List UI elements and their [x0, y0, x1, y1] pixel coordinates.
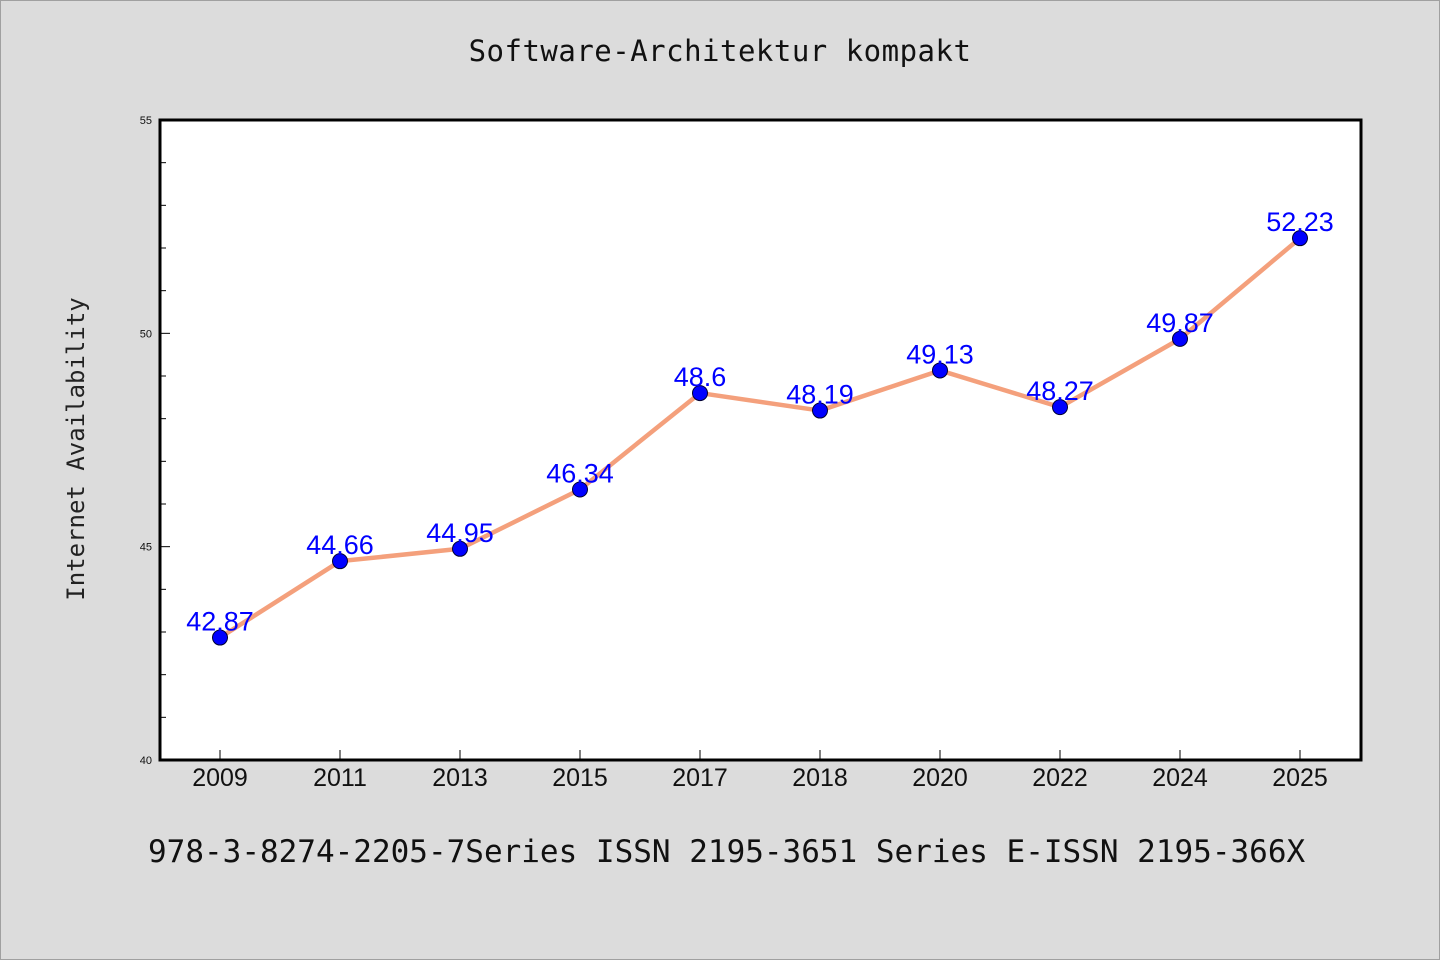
x-tick-label: 2025: [1272, 764, 1328, 792]
chart-title: Software-Architektur kompakt: [468, 34, 972, 68]
x-tick-label: 2011: [313, 764, 367, 792]
data-labels: 42.87 44.66 44.95 46.34 48.6 48.19 49.13 48.27 4…: [186, 207, 1334, 636]
x-axis-ticks: 2009 2011 2013 2015 2017 2018 2020 2022 2024 2025: [192, 750, 1328, 792]
data-point: [692, 385, 708, 402]
data-label: 52.23: [1266, 207, 1334, 237]
plot-area: [158, 118, 1363, 762]
y-tick-label: 40: [140, 755, 152, 767]
x-tick-label: 2009: [192, 764, 248, 792]
data-point: [332, 553, 348, 570]
data-label: 49.13: [906, 339, 974, 369]
x-tick-label: 2015: [552, 764, 608, 792]
data-label: 44.66: [306, 530, 374, 560]
data-point: [452, 540, 468, 557]
x-tick-label: 2013: [432, 764, 488, 792]
data-point: [1172, 330, 1188, 347]
data-label: 48.27: [1026, 376, 1094, 406]
data-label: 48.6: [674, 362, 727, 392]
data-label: 44.95: [426, 518, 494, 548]
data-point: [812, 402, 828, 419]
series-markers: [212, 230, 1308, 646]
x-tick-label: 2022: [1032, 764, 1088, 792]
y-axis-ticks: 40 45 50 55: [140, 115, 170, 767]
x-tick-label: 2017: [672, 764, 728, 792]
x-tick-label: 2018: [792, 764, 848, 792]
y-tick-label: 45: [140, 542, 152, 554]
data-point: [1052, 399, 1068, 416]
series-line: [217, 235, 1303, 640]
x-tick-label: 2020: [912, 764, 968, 792]
data-point: [932, 362, 948, 379]
y-tick-label: 50: [140, 328, 152, 340]
data-point: [212, 629, 228, 646]
footer-isbn-issn: 978-3-8274-2205-7Series ISSN 2195-3651 S…: [148, 834, 1306, 870]
y-tick-label: 55: [140, 115, 152, 127]
data-label: 42.87: [186, 607, 254, 637]
data-label: 49.87: [1146, 308, 1214, 338]
data-label: 48.19: [786, 380, 854, 410]
data-label: 46.34: [546, 458, 614, 488]
y-axis-label: Internet Availability: [62, 297, 90, 600]
data-point: [1292, 230, 1308, 247]
data-point: [572, 481, 588, 498]
x-tick-label: 2024: [1152, 764, 1208, 792]
